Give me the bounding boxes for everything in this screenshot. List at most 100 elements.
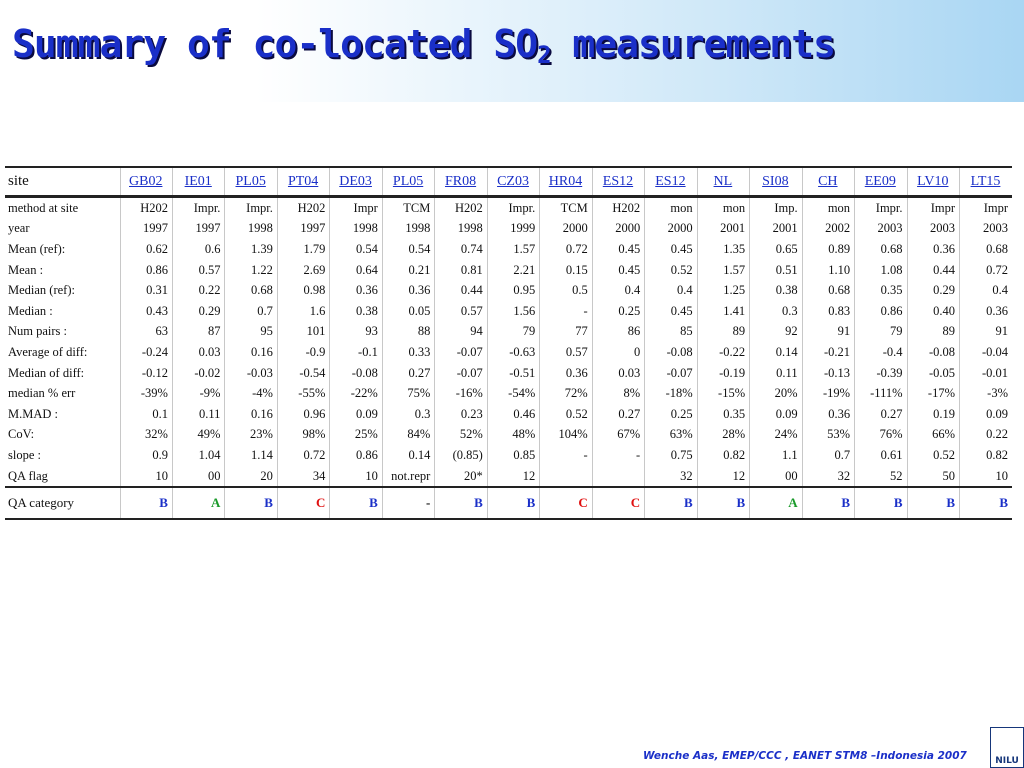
cell: 2000 — [591, 218, 645, 240]
cell: 88 — [381, 321, 435, 343]
cell: 0.3 — [749, 300, 803, 322]
cell: 0.36 — [329, 280, 383, 301]
title-subscript: 2 — [537, 41, 551, 69]
cell: 1998 — [381, 218, 435, 240]
cell: 0.14 — [381, 445, 435, 466]
row-label: Average of diff: — [8, 344, 88, 359]
cell: - — [591, 445, 645, 466]
cell: 1.08 — [854, 259, 908, 281]
cell: 1998 — [434, 218, 488, 240]
cell: 0.4 — [591, 280, 645, 301]
cell: 00 — [171, 465, 225, 488]
cell: B — [696, 486, 750, 521]
cell: 0.57 — [434, 300, 488, 322]
cell: 23% — [224, 424, 278, 446]
cell: 89 — [696, 321, 750, 343]
row-label: median % err — [8, 386, 76, 401]
cell: 0.22 — [959, 424, 1012, 446]
table-row: Mean (ref): 0.62 0.6 1.39 1.79 0.54 0.54 0.74 1.… — [5, 239, 1012, 260]
cell: 0.29 — [906, 280, 960, 301]
cell: -0.07 — [434, 342, 488, 363]
cell: 0.27 — [854, 403, 908, 425]
cell: 1.04 — [171, 445, 225, 466]
cell: -0.19 — [696, 362, 750, 384]
cell: 0.54 — [329, 239, 383, 260]
cell: 0.25 — [644, 403, 698, 425]
cell: 0.35 — [854, 280, 908, 301]
cell: -0.54 — [276, 362, 330, 384]
row-label: slope : — [8, 447, 41, 462]
cell: 2003 — [959, 218, 1012, 240]
cell: 0.9 — [119, 445, 173, 466]
cell: 2002 — [801, 218, 855, 240]
cell: 53% — [801, 424, 855, 446]
cell: 00 — [749, 465, 803, 488]
cell: -18% — [644, 383, 698, 404]
cell: 0.16 — [224, 403, 278, 425]
cell: 0.33 — [381, 342, 435, 363]
cell — [591, 465, 645, 488]
row-label: Num pairs : — [8, 324, 68, 339]
cell: 1.39 — [224, 239, 278, 260]
cell: 0.72 — [276, 445, 330, 466]
cell: 2.21 — [486, 259, 540, 281]
cell: -54% — [486, 383, 540, 404]
cell: 0.72 — [959, 259, 1012, 281]
cell: 0.52 — [539, 403, 593, 425]
row-label: QA category — [5, 486, 120, 521]
cell: -0.39 — [854, 362, 908, 384]
cell: -0.07 — [434, 362, 488, 384]
cell: 0.09 — [749, 403, 803, 425]
cell: 0.68 — [959, 239, 1012, 260]
cell: 0.96 — [276, 403, 330, 425]
cell: 52% — [434, 424, 488, 446]
cell: 0.52 — [906, 445, 960, 466]
table-row: M.MAD :0.1 0.11 0.16 0.96 0.09 0.3 0.23 0.46 0.5… — [5, 403, 1012, 425]
cell: -0.63 — [486, 342, 540, 363]
cell: 1.35 — [696, 239, 750, 260]
title-text: Summary of co-located SO — [12, 22, 538, 66]
cell: - — [539, 300, 593, 322]
cell: -0.51 — [486, 362, 540, 384]
cell: 66% — [906, 424, 960, 446]
cell: 0.36 — [959, 300, 1012, 322]
table-row: Median of diff: -0.12 -0.02 -0.03 -0.54 -0.08… — [5, 362, 1012, 384]
cell: B — [854, 486, 908, 521]
cell: 0.74 — [434, 239, 488, 260]
cell: 0.23 — [434, 403, 488, 425]
cell: H202 — [276, 196, 330, 219]
cell: 0.75 — [644, 445, 698, 466]
cell: B — [644, 486, 698, 521]
cell: 0.68 — [854, 239, 908, 260]
cell: Impr — [329, 196, 383, 219]
cell: 0.25 — [591, 300, 645, 322]
cell: -111% — [854, 383, 908, 404]
cell: 0.19 — [906, 403, 960, 425]
cell: 0.7 — [801, 445, 855, 466]
cell: 0.51 — [749, 259, 803, 281]
cell: Impr — [906, 196, 960, 219]
cell: 0.65 — [749, 239, 803, 260]
cell: 0.11 — [749, 362, 803, 384]
cell: 87 — [171, 321, 225, 343]
cell: 1997 — [276, 218, 330, 240]
cell: 0.03 — [171, 342, 225, 363]
cell: -0.02 — [171, 362, 225, 384]
cell: 50 — [906, 465, 960, 488]
cell: 0.45 — [644, 239, 698, 260]
cell: 25% — [329, 424, 383, 446]
row-label: Mean (ref): — [8, 241, 66, 256]
cell: 63 — [119, 321, 173, 343]
cell: 79 — [854, 321, 908, 343]
table-row: Median (ref): 0.31 0.22 0.68 0.98 0.36 0.36 0.4… — [5, 280, 1012, 301]
cell: B — [959, 486, 1012, 521]
cell: 67% — [591, 424, 645, 446]
cell: B — [119, 486, 173, 521]
cell: 0.44 — [434, 280, 488, 301]
cell: 2000 — [539, 218, 593, 240]
cell: 1.22 — [224, 259, 278, 281]
cell: -0.21 — [801, 342, 855, 363]
cell: 0.89 — [801, 239, 855, 260]
cell: 0.46 — [486, 403, 540, 425]
site-header: PL05 — [224, 166, 278, 198]
